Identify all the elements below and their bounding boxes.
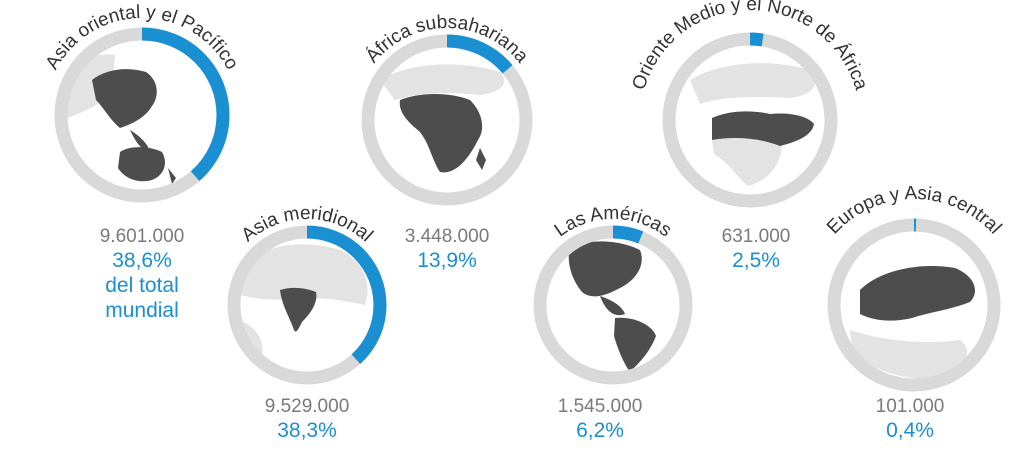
ring-value-arc <box>227 225 387 385</box>
region-value-label: 631.000 <box>722 226 791 247</box>
land-south-asia <box>280 287 317 332</box>
globe-europe-central-asia <box>834 225 994 385</box>
ring-value-arc <box>662 32 838 208</box>
land-south-america <box>614 317 656 372</box>
ring-value-arc <box>533 225 693 385</box>
faded-land <box>712 138 782 186</box>
land-africa <box>399 94 483 173</box>
region-group-americas: Las Américas 1.545.000 6,2% <box>533 203 693 442</box>
region-group-europe-central-asia: Europa y Asia central 101.000 0,4% <box>823 183 1005 442</box>
land-eurasia <box>860 266 975 321</box>
land-new-zealand <box>168 168 176 184</box>
globe-sub-saharan-africa <box>368 41 526 199</box>
region-percent-label: 38,3% <box>277 419 337 442</box>
region-group-east-asia-pacific: Asia oriental y el Pacífico 9.601.000 38… <box>42 2 243 322</box>
region-value-label: 101.000 <box>876 396 945 417</box>
region-value-label: 9.601.000 <box>100 226 185 247</box>
land-north-america <box>568 241 642 297</box>
region-value-label: 1.545.000 <box>558 396 643 417</box>
ring-value-arc <box>827 218 1001 392</box>
faded-land <box>240 244 368 305</box>
region-percent-label: 38,6% <box>112 249 172 272</box>
faded-land <box>380 64 504 100</box>
region-percent-label: 2,5% <box>732 249 780 272</box>
land-central-america <box>600 296 625 316</box>
faded-land <box>690 63 816 104</box>
land-madagascar <box>476 148 486 170</box>
region-extra-line-1: del total <box>105 274 179 297</box>
region-value-label: 9.529.000 <box>265 396 350 417</box>
globe-middle-east-north-africa <box>669 39 831 201</box>
region-percent-label: 6,2% <box>576 419 624 442</box>
region-group-south-asia: Asia meridional 9.529.000 38,3% <box>227 203 387 442</box>
region-percent-label: 0,4% <box>886 419 934 442</box>
land-mena <box>712 111 814 146</box>
globe-south-asia <box>234 232 380 378</box>
ring-value-arc <box>54 27 230 203</box>
region-percent-label: 13,9% <box>417 249 477 272</box>
region-value-label: 3.448.000 <box>405 226 490 247</box>
globe-americas <box>540 232 686 378</box>
ring-value-arc <box>361 34 533 206</box>
region-group-sub-saharan-africa: África subsahariana 3.448.000 13,9% <box>361 12 533 272</box>
faded-land <box>850 330 968 379</box>
land-east-asia <box>92 69 157 128</box>
land-australia <box>118 147 165 182</box>
land-islands <box>130 130 150 152</box>
region-extra-line-2: mundial <box>105 299 179 322</box>
